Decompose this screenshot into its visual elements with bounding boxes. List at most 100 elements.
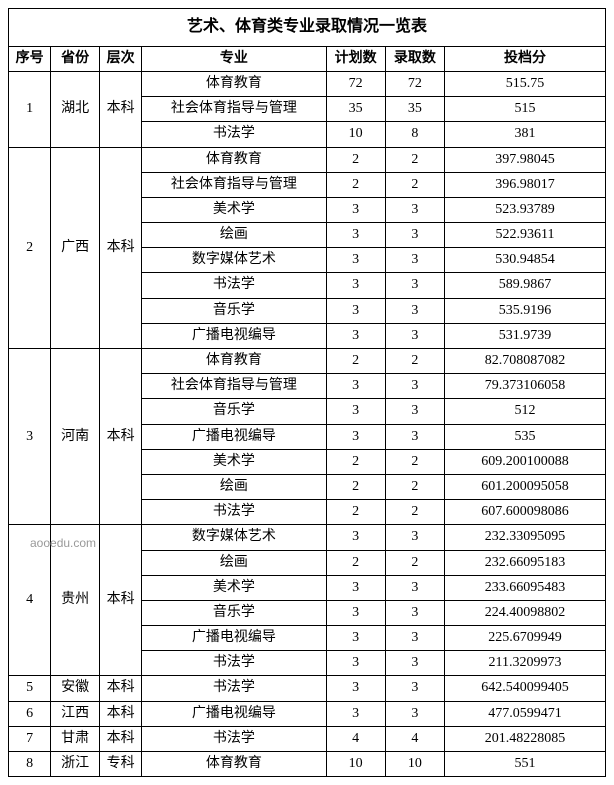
cell-major: 音乐学 [142, 399, 326, 424]
title-row: 艺术、体育类专业录取情况一览表 [9, 9, 606, 47]
cell-seq: 4 [9, 525, 51, 676]
cell-admit: 3 [385, 525, 444, 550]
cell-major: 体育教育 [142, 349, 326, 374]
cell-plan: 2 [326, 147, 385, 172]
cell-admit: 3 [385, 399, 444, 424]
cell-seq: 2 [9, 147, 51, 349]
cell-major: 书法学 [142, 500, 326, 525]
header-province: 省份 [51, 46, 100, 71]
cell-score: 233.66095483 [445, 575, 606, 600]
cell-province: 广西 [51, 147, 100, 349]
cell-score: 224.40098802 [445, 600, 606, 625]
cell-score: 381 [445, 122, 606, 147]
cell-plan: 3 [326, 197, 385, 222]
cell-admit: 2 [385, 474, 444, 499]
cell-major: 绘画 [142, 550, 326, 575]
cell-major: 体育教育 [142, 71, 326, 96]
admission-table: 艺术、体育类专业录取情况一览表 序号 省份 层次 专业 计划数 录取数 投档分 … [8, 8, 606, 777]
cell-admit: 3 [385, 374, 444, 399]
cell-admit: 4 [385, 726, 444, 751]
cell-admit: 3 [385, 197, 444, 222]
cell-province: 贵州 [51, 525, 100, 676]
cell-major: 社会体育指导与管理 [142, 374, 326, 399]
cell-major: 体育教育 [142, 752, 326, 777]
cell-admit: 2 [385, 449, 444, 474]
cell-admit: 3 [385, 248, 444, 273]
cell-score: 211.3209973 [445, 651, 606, 676]
cell-major: 数字媒体艺术 [142, 525, 326, 550]
cell-score: 201.48228085 [445, 726, 606, 751]
cell-plan: 3 [326, 600, 385, 625]
cell-plan: 3 [326, 676, 385, 701]
cell-score: 515 [445, 97, 606, 122]
cell-admit: 8 [385, 122, 444, 147]
cell-plan: 3 [326, 374, 385, 399]
table-row: 8浙江专科体育教育1010551 [9, 752, 606, 777]
cell-major: 社会体育指导与管理 [142, 172, 326, 197]
table-title: 艺术、体育类专业录取情况一览表 [9, 9, 606, 47]
header-admit: 录取数 [385, 46, 444, 71]
cell-admit: 10 [385, 752, 444, 777]
cell-admit: 2 [385, 550, 444, 575]
cell-plan: 3 [326, 273, 385, 298]
cell-admit: 3 [385, 651, 444, 676]
cell-admit: 3 [385, 701, 444, 726]
cell-plan: 2 [326, 172, 385, 197]
cell-score: 530.94854 [445, 248, 606, 273]
cell-plan: 3 [326, 525, 385, 550]
cell-score: 535.9196 [445, 298, 606, 323]
cell-score: 477.0599471 [445, 701, 606, 726]
table-row: 4贵州本科数字媒体艺术33232.33095095 [9, 525, 606, 550]
cell-score: 531.9739 [445, 323, 606, 348]
cell-plan: 4 [326, 726, 385, 751]
cell-score: 396.98017 [445, 172, 606, 197]
cell-plan: 3 [326, 651, 385, 676]
cell-score: 609.200100088 [445, 449, 606, 474]
header-plan: 计划数 [326, 46, 385, 71]
cell-score: 225.6709949 [445, 626, 606, 651]
cell-score: 642.540099405 [445, 676, 606, 701]
cell-plan: 3 [326, 399, 385, 424]
cell-plan: 2 [326, 474, 385, 499]
cell-province: 安徽 [51, 676, 100, 701]
cell-plan: 3 [326, 223, 385, 248]
table-row: 5安徽本科书法学33642.540099405 [9, 676, 606, 701]
cell-province: 江西 [51, 701, 100, 726]
cell-major: 广播电视编导 [142, 626, 326, 651]
cell-score: 79.373106058 [445, 374, 606, 399]
cell-admit: 72 [385, 71, 444, 96]
cell-major: 社会体育指导与管理 [142, 97, 326, 122]
cell-plan: 3 [326, 575, 385, 600]
cell-admit: 3 [385, 223, 444, 248]
table-row: 7甘肃本科书法学44201.48228085 [9, 726, 606, 751]
cell-score: 523.93789 [445, 197, 606, 222]
header-level: 层次 [100, 46, 142, 71]
cell-major: 书法学 [142, 676, 326, 701]
cell-major: 书法学 [142, 651, 326, 676]
cell-major: 书法学 [142, 122, 326, 147]
table-row: 1湖北本科体育教育7272515.75 [9, 71, 606, 96]
cell-seq: 3 [9, 349, 51, 525]
cell-plan: 2 [326, 349, 385, 374]
header-score: 投档分 [445, 46, 606, 71]
cell-level: 本科 [100, 676, 142, 701]
header-row: 序号 省份 层次 专业 计划数 录取数 投档分 [9, 46, 606, 71]
cell-seq: 6 [9, 701, 51, 726]
header-major: 专业 [142, 46, 326, 71]
table-row: 2广西本科体育教育22397.98045 [9, 147, 606, 172]
cell-seq: 8 [9, 752, 51, 777]
cell-seq: 1 [9, 71, 51, 147]
cell-major: 美术学 [142, 575, 326, 600]
cell-score: 232.33095095 [445, 525, 606, 550]
cell-seq: 5 [9, 676, 51, 701]
cell-major: 体育教育 [142, 147, 326, 172]
cell-admit: 3 [385, 600, 444, 625]
cell-plan: 10 [326, 122, 385, 147]
cell-major: 数字媒体艺术 [142, 248, 326, 273]
cell-admit: 3 [385, 676, 444, 701]
cell-admit: 3 [385, 626, 444, 651]
cell-score: 512 [445, 399, 606, 424]
cell-major: 书法学 [142, 726, 326, 751]
cell-plan: 2 [326, 449, 385, 474]
cell-score: 601.200095058 [445, 474, 606, 499]
